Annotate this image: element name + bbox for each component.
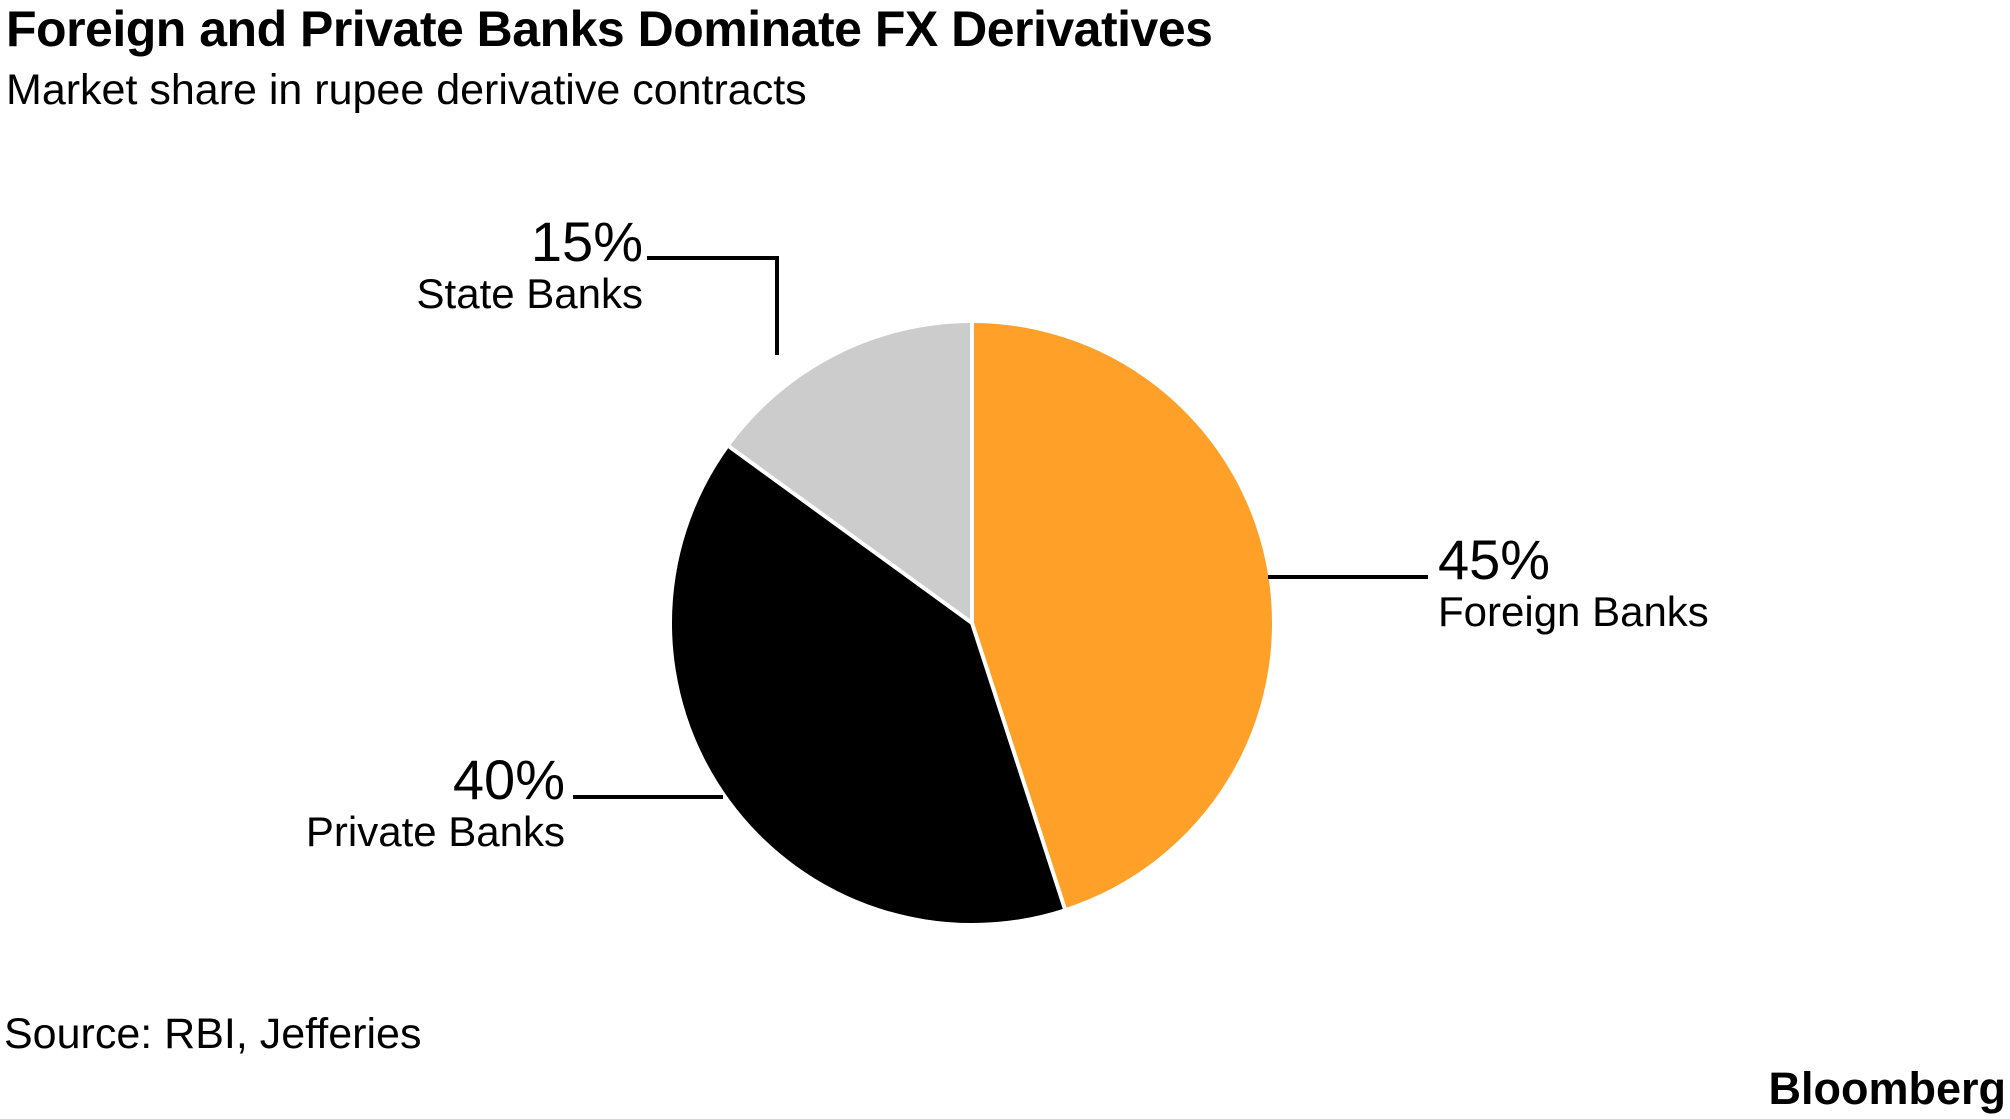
leader-line-state-banks: [647, 256, 779, 355]
pie-slice-foreign-banks: [972, 323, 1273, 909]
source-note: Source: RBI, Jefferies: [4, 1010, 422, 1058]
callout-label-foreign-banks: Foreign Banks: [1438, 588, 1709, 635]
callout-value-foreign-banks: 45%: [1438, 528, 1551, 591]
callout-foreign-banks: 45% Foreign Banks: [1438, 531, 1709, 635]
callout-state-banks: 15% State Banks: [417, 213, 643, 317]
callout-label-private-banks: Private Banks: [305, 808, 565, 855]
callout-value-private-banks: 40%: [452, 748, 565, 811]
slice-separator: [970, 622, 1067, 909]
pie-slice-state-banks: [729, 322, 972, 623]
pie-slice-private-banks: [671, 446, 1065, 924]
bloomberg-logo: Bloomberg: [1768, 1063, 2006, 1114]
slice-separator: [728, 445, 974, 625]
callout-value-state-banks: 15%: [530, 210, 643, 273]
chart-subtitle: Market share in rupee derivative contrac…: [6, 66, 807, 114]
chart-title: Foreign and Private Banks Dominate FX De…: [6, 1, 1213, 57]
callout-label-state-banks: State Banks: [416, 270, 643, 317]
callout-private-banks: 40% Private Banks: [306, 751, 565, 855]
